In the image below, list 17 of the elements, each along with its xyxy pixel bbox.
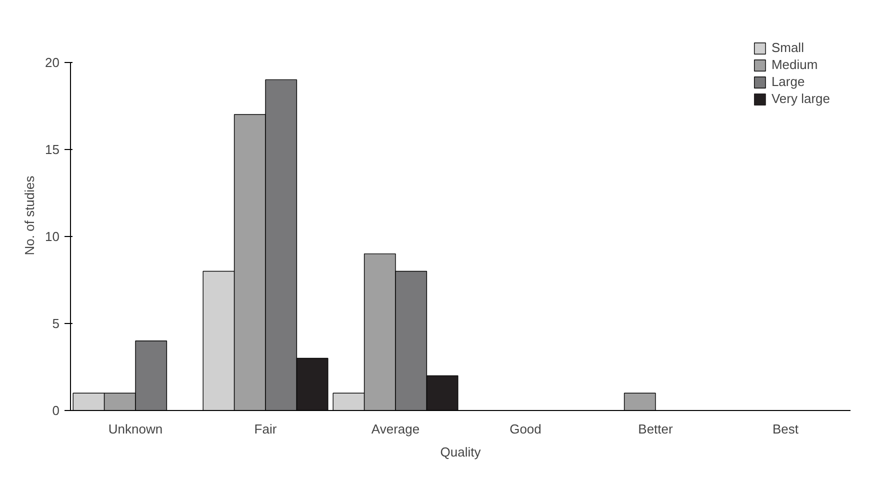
x-axis-title: Quality [440, 444, 482, 460]
y-tick-label: 0 [52, 403, 60, 418]
y-tick-label: 10 [45, 228, 60, 244]
x-tick-label: Good [510, 422, 542, 436]
y-tick-label: 5 [52, 316, 60, 331]
legend-label: Small [771, 40, 804, 55]
y-tick-label: 20 [45, 54, 60, 70]
legend-label: Medium [771, 57, 818, 72]
x-tick-label: Best [772, 422, 799, 436]
x-tick-label: Fair [254, 422, 278, 436]
x-tick-label: Unknown [108, 422, 163, 436]
legend-label: Large [771, 74, 805, 89]
y-tick-label: 15 [45, 142, 60, 157]
y-axis-title: No. of studies [22, 175, 38, 256]
legend-label: Very large [771, 91, 830, 106]
x-tick-label: Average [371, 422, 420, 436]
x-tick-label: Better [638, 422, 674, 436]
